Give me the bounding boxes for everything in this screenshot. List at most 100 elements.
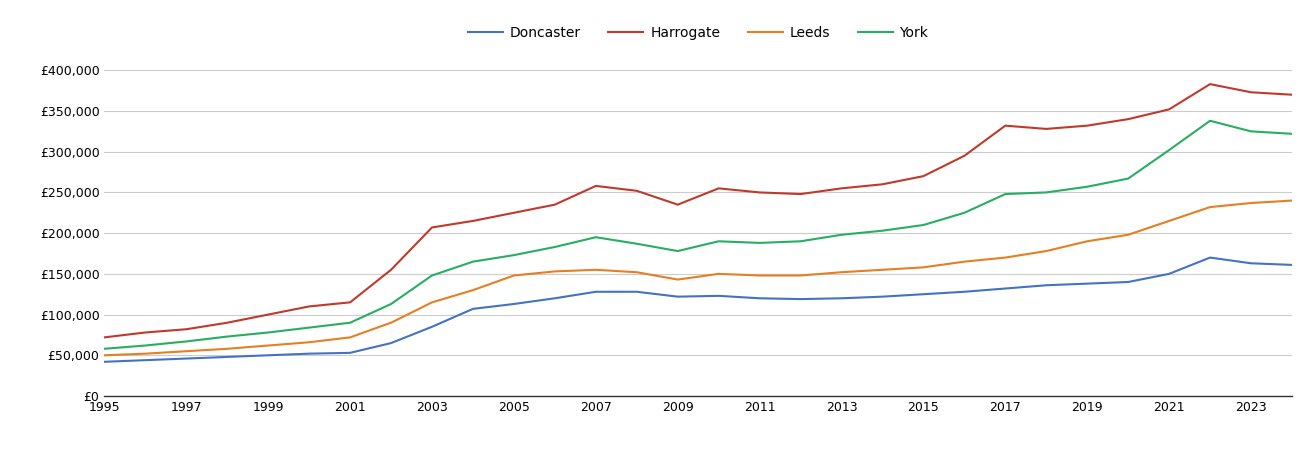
Leeds xyxy=(1079,238,1095,244)
Leeds xyxy=(792,273,808,278)
York xyxy=(342,320,358,325)
Leeds xyxy=(465,288,480,293)
York xyxy=(137,343,153,348)
Harrogate xyxy=(1161,107,1177,112)
York xyxy=(711,238,727,244)
Leeds xyxy=(97,353,112,358)
York xyxy=(834,232,850,238)
Doncaster xyxy=(957,289,972,294)
York xyxy=(1244,129,1259,134)
Doncaster xyxy=(506,302,522,307)
York xyxy=(792,238,808,244)
Harrogate xyxy=(301,304,317,309)
Doncaster xyxy=(834,296,850,301)
Doncaster xyxy=(1039,283,1054,288)
Harrogate xyxy=(997,123,1013,128)
Leeds xyxy=(424,300,440,305)
Harrogate xyxy=(1284,92,1300,97)
Doncaster xyxy=(752,296,767,301)
York xyxy=(669,248,685,254)
Leeds xyxy=(137,351,153,356)
Harrogate xyxy=(97,335,112,340)
Harrogate xyxy=(219,320,235,325)
York xyxy=(219,334,235,339)
Leeds xyxy=(1161,218,1177,224)
York xyxy=(997,191,1013,197)
York xyxy=(424,273,440,278)
Doncaster xyxy=(589,289,604,294)
York xyxy=(506,252,522,258)
York xyxy=(1079,184,1095,189)
Leeds xyxy=(506,273,522,278)
Harrogate xyxy=(874,182,890,187)
Leeds xyxy=(384,320,399,325)
Doncaster xyxy=(1284,262,1300,268)
Harrogate xyxy=(1120,117,1135,122)
Harrogate xyxy=(916,173,932,179)
York xyxy=(465,259,480,264)
Doncaster xyxy=(1120,279,1135,285)
Doncaster xyxy=(261,353,277,358)
Harrogate xyxy=(957,153,972,158)
York xyxy=(629,241,645,247)
York xyxy=(589,234,604,240)
Doncaster xyxy=(384,340,399,346)
Harrogate xyxy=(1244,90,1259,95)
Leeds xyxy=(1202,204,1218,210)
York xyxy=(1284,131,1300,136)
York xyxy=(752,240,767,246)
Harrogate xyxy=(1039,126,1054,131)
Leeds xyxy=(1244,200,1259,206)
Leeds xyxy=(711,271,727,277)
Leeds xyxy=(1284,198,1300,203)
Leeds xyxy=(874,267,890,273)
Doncaster xyxy=(916,292,932,297)
Doncaster xyxy=(219,354,235,360)
York xyxy=(957,210,972,216)
York xyxy=(1202,118,1218,123)
Harrogate xyxy=(669,202,685,207)
Harrogate xyxy=(137,330,153,335)
Leeds xyxy=(997,255,1013,260)
Line: Leeds: Leeds xyxy=(104,201,1292,356)
Doncaster xyxy=(179,356,194,361)
Doncaster xyxy=(874,294,890,299)
Leeds xyxy=(301,340,317,345)
York xyxy=(874,228,890,234)
Harrogate xyxy=(547,202,562,207)
Doncaster xyxy=(547,296,562,301)
York xyxy=(1161,148,1177,153)
Leeds xyxy=(669,277,685,282)
Doncaster xyxy=(792,297,808,302)
Leeds xyxy=(547,269,562,274)
Leeds xyxy=(179,348,194,354)
Leeds xyxy=(589,267,604,273)
York xyxy=(547,244,562,250)
Line: Doncaster: Doncaster xyxy=(104,257,1292,362)
Harrogate xyxy=(506,210,522,216)
Leeds xyxy=(261,343,277,348)
Leeds xyxy=(916,265,932,270)
Leeds xyxy=(629,270,645,275)
Line: York: York xyxy=(104,121,1292,349)
Leeds xyxy=(957,259,972,264)
Harrogate xyxy=(834,186,850,191)
Harrogate xyxy=(752,190,767,195)
Leeds xyxy=(342,335,358,340)
York xyxy=(1039,190,1054,195)
Harrogate xyxy=(792,191,808,197)
Doncaster xyxy=(629,289,645,294)
York xyxy=(179,339,194,344)
Harrogate xyxy=(711,186,727,191)
Harrogate xyxy=(1202,81,1218,87)
Doncaster xyxy=(137,357,153,363)
Harrogate xyxy=(384,267,399,273)
York xyxy=(97,346,112,351)
Harrogate xyxy=(629,188,645,194)
Legend: Doncaster, Harrogate, Leeds, York: Doncaster, Harrogate, Leeds, York xyxy=(468,26,928,40)
Harrogate xyxy=(342,300,358,305)
York xyxy=(261,330,277,335)
Doncaster xyxy=(97,359,112,364)
Harrogate xyxy=(465,218,480,224)
Line: Harrogate: Harrogate xyxy=(104,84,1292,338)
